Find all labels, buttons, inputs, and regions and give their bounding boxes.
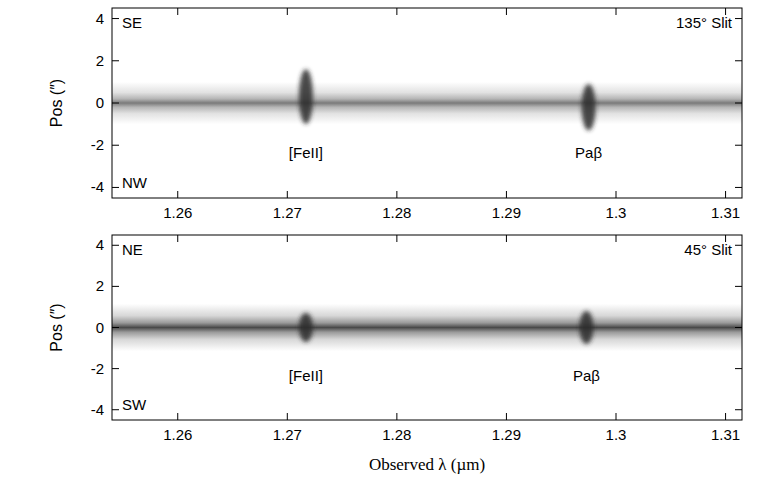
y-tick — [112, 187, 119, 188]
y-tick — [112, 145, 119, 146]
y-tick — [112, 103, 119, 104]
y-tick — [735, 187, 742, 188]
x-tick-label: 1.26 — [163, 426, 192, 443]
y-tick — [735, 368, 742, 369]
corner-label: NE — [122, 241, 143, 258]
y-tick — [735, 409, 742, 410]
y-tick-label: -2 — [91, 360, 104, 377]
y-tick — [735, 60, 742, 61]
y-tick — [735, 145, 742, 146]
x-tick — [177, 8, 178, 15]
panel: [FeII] Paβ 1.26 1.27 1.28 1.29 1.3 1.31 -4 -2 0 2 4 P… — [48, 235, 742, 474]
emission-line — [582, 84, 596, 130]
x-tick — [725, 191, 726, 198]
continuum — [112, 304, 742, 351]
x-tick — [287, 413, 288, 420]
y-tick — [112, 245, 119, 246]
y-tick — [112, 60, 119, 61]
x-tick — [287, 8, 288, 15]
y-tick-label: 2 — [96, 277, 104, 294]
corner-label: 45° Slit — [684, 241, 733, 258]
x-tick — [396, 191, 397, 198]
x-tick-label: 1.27 — [273, 426, 302, 443]
x-tick — [616, 235, 617, 242]
frame — [112, 8, 742, 198]
x-tick — [287, 235, 288, 242]
x-tick-label: 1.31 — [711, 204, 740, 221]
y-tick-label: 4 — [96, 236, 104, 253]
continuum — [112, 82, 742, 124]
y-tick-label: 4 — [96, 10, 104, 27]
y-tick-label: 0 — [96, 94, 104, 111]
y-tick-label: -2 — [91, 136, 104, 153]
x-tick — [616, 191, 617, 198]
y-tick — [112, 368, 119, 369]
y-tick — [112, 286, 119, 287]
x-tick — [506, 8, 507, 15]
x-tick-label: 1.26 — [163, 204, 192, 221]
y-tick — [112, 18, 119, 19]
plot-area — [112, 69, 742, 130]
x-tick — [725, 413, 726, 420]
x-tick — [506, 235, 507, 242]
x-tick-label: 1.3 — [606, 204, 627, 221]
x-tick-label: 1.3 — [606, 426, 627, 443]
y-tick — [735, 18, 742, 19]
x-tick — [506, 413, 507, 420]
x-tick — [396, 235, 397, 242]
x-tick — [177, 191, 178, 198]
plot-area — [112, 304, 742, 351]
x-tick — [287, 191, 288, 198]
x-tick-label: 1.28 — [382, 426, 411, 443]
x-axis-title: Observed λ (µm) — [369, 455, 485, 474]
y-tick — [735, 103, 742, 104]
y-tick — [735, 286, 742, 287]
figure: [FeII] Paβ 1.26 1.27 1.28 1.29 1.3 1.31 -4 -2 0 2 4 P… — [0, 0, 762, 478]
y-axis-title: Pos (″) — [48, 303, 65, 351]
line-label: Paβ — [575, 144, 602, 161]
corner-label: 135° Slit — [676, 14, 733, 31]
panel: [FeII] Paβ 1.26 1.27 1.28 1.29 1.3 1.31 -4 -2 0 2 4 P… — [48, 8, 742, 221]
corner-label: NW — [122, 174, 148, 191]
x-tick — [177, 413, 178, 420]
y-tick — [112, 327, 119, 328]
y-tick-label: -4 — [91, 401, 104, 418]
x-tick — [396, 8, 397, 15]
x-tick — [506, 191, 507, 198]
emission-line — [299, 69, 313, 124]
corner-label: SW — [122, 396, 147, 413]
emission-line — [299, 313, 313, 342]
y-tick — [112, 409, 119, 410]
x-tick — [616, 413, 617, 420]
line-label: [FeII] — [289, 144, 323, 161]
x-tick — [616, 8, 617, 15]
x-tick — [177, 235, 178, 242]
corner-label: SE — [122, 14, 142, 31]
x-tick — [396, 413, 397, 420]
frame — [112, 235, 742, 420]
y-axis-title: Pos (″) — [48, 79, 65, 127]
line-label: [FeII] — [289, 367, 323, 384]
emission-line — [579, 311, 593, 344]
y-tick-label: -4 — [91, 178, 104, 195]
y-tick — [735, 327, 742, 328]
x-tick-label: 1.28 — [382, 204, 411, 221]
x-tick-label: 1.31 — [711, 426, 740, 443]
x-tick-label: 1.27 — [273, 204, 302, 221]
y-tick-label: 0 — [96, 319, 104, 336]
x-tick-label: 1.29 — [492, 204, 521, 221]
x-tick-label: 1.29 — [492, 426, 521, 443]
y-tick — [735, 245, 742, 246]
y-tick-label: 2 — [96, 52, 104, 69]
line-label: Paβ — [573, 367, 600, 384]
